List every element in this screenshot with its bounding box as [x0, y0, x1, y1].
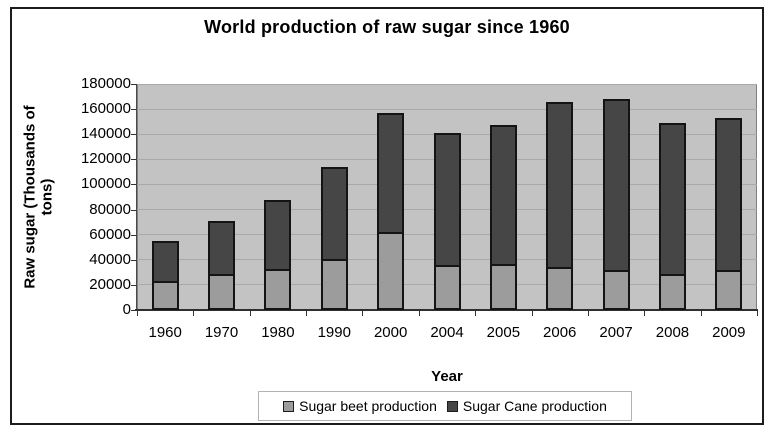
bar-segment-cane-2007 — [604, 101, 628, 272]
y-tick-label-0: 0 — [122, 301, 131, 318]
x-tick-label-2004: 2004 — [430, 324, 464, 341]
x-tick-mark — [587, 311, 589, 316]
x-tick-label-2006: 2006 — [543, 324, 577, 341]
x-tick-label-2005: 2005 — [486, 324, 521, 341]
y-gridline-160000 — [137, 108, 757, 110]
y-tick-label-100000: 100000 — [80, 175, 131, 193]
legend-swatch-sugar-cane-icon — [446, 400, 458, 412]
x-tick-label-2009: 2009 — [712, 324, 746, 341]
bar-2007 — [602, 99, 630, 310]
bar-1970 — [208, 220, 236, 310]
bar-segment-cane-1960 — [153, 242, 177, 284]
bar-segment-cane-2008 — [660, 124, 684, 276]
x-tick-mark — [249, 311, 251, 316]
y-tick-label-20000: 20000 — [89, 275, 131, 293]
y-tick-label-160000: 160000 — [80, 100, 131, 118]
x-tick-mark — [306, 311, 308, 316]
y-tick-mark — [131, 184, 137, 186]
x-tick-label-2008: 2008 — [655, 324, 690, 341]
y-tick-mark — [131, 259, 137, 261]
y-tick-mark — [131, 109, 137, 111]
y-axis-line — [136, 84, 137, 311]
bar-segment-cane-1980 — [266, 201, 290, 271]
y-axis-title-line2: tons) — [39, 178, 57, 216]
y-gridline-180000 — [137, 83, 757, 85]
legend-swatch-sugar-beet-icon — [283, 400, 295, 412]
bar-segment-cane-2005 — [491, 127, 515, 266]
y-tick-label-120000: 120000 — [80, 150, 131, 168]
x-tick-label-1980: 1980 — [261, 324, 295, 341]
y-tick-label-140000: 140000 — [80, 125, 131, 143]
y-axis-title-line1: Raw sugar (Thousands of — [22, 105, 40, 289]
legend-label-sugar-cane: Sugar Cane production — [462, 398, 607, 414]
y-tick-mark — [131, 284, 137, 286]
bar-2000 — [377, 112, 405, 310]
x-tick-label-2007: 2007 — [599, 324, 633, 341]
bar-2005 — [489, 125, 517, 310]
bar-segment-cane-1970 — [210, 222, 234, 276]
legend-item-sugar-cane: Sugar Cane production — [446, 398, 607, 414]
x-axis-line — [135, 309, 758, 311]
x-tick-mark — [700, 311, 702, 316]
bar-1990 — [320, 166, 348, 310]
x-tick-label-1970: 1970 — [204, 324, 239, 341]
bar-1980 — [264, 199, 292, 310]
legend-item-sugar-beet: Sugar beet production — [283, 399, 437, 413]
chart-title: World production of raw sugar since 1960 — [204, 17, 570, 37]
y-tick-mark — [131, 159, 137, 161]
x-tick-mark — [418, 311, 420, 316]
y-tick-label-180000: 180000 — [80, 75, 131, 92]
y-tick-label-80000: 80000 — [89, 200, 131, 218]
y-axis-title: Raw sugar (Thousands of tons) — [8, 84, 70, 310]
bar-segment-cane-1990 — [322, 168, 346, 261]
y-tick-label-40000: 40000 — [89, 250, 131, 268]
bar-segment-cane-2009 — [717, 119, 741, 272]
bar-2009 — [715, 117, 743, 310]
bar-1960 — [151, 240, 179, 310]
y-tick-mark — [131, 234, 137, 236]
y-tick-mark — [131, 310, 137, 311]
bar-2006 — [546, 101, 574, 310]
bar-segment-cane-2000 — [379, 114, 403, 235]
x-tick-mark — [193, 311, 195, 316]
y-tick-label-60000: 60000 — [89, 225, 131, 243]
x-tick-label-2000: 2000 — [373, 324, 408, 341]
y-tick-mark — [131, 84, 137, 85]
x-tick-mark — [531, 311, 533, 316]
bar-segment-cane-2006 — [548, 103, 572, 270]
x-tick-mark — [362, 311, 364, 316]
y-tick-mark — [131, 209, 137, 211]
bar-2004 — [433, 132, 461, 310]
x-tick-label-1960: 1960 — [148, 324, 182, 341]
bar-2008 — [658, 122, 686, 310]
legend: Sugar beet production Sugar Cane product… — [258, 391, 632, 421]
legend-label-sugar-beet: Sugar beet production — [299, 398, 437, 414]
bar-segment-cane-2004 — [435, 134, 459, 267]
x-tick-label-1990: 1990 — [317, 324, 351, 341]
x-tick-mark — [475, 311, 477, 316]
x-axis-title: Year — [431, 368, 463, 385]
x-tick-mark — [137, 311, 138, 316]
x-tick-mark — [644, 311, 646, 316]
y-tick-mark — [131, 134, 137, 136]
x-tick-mark — [757, 311, 758, 316]
